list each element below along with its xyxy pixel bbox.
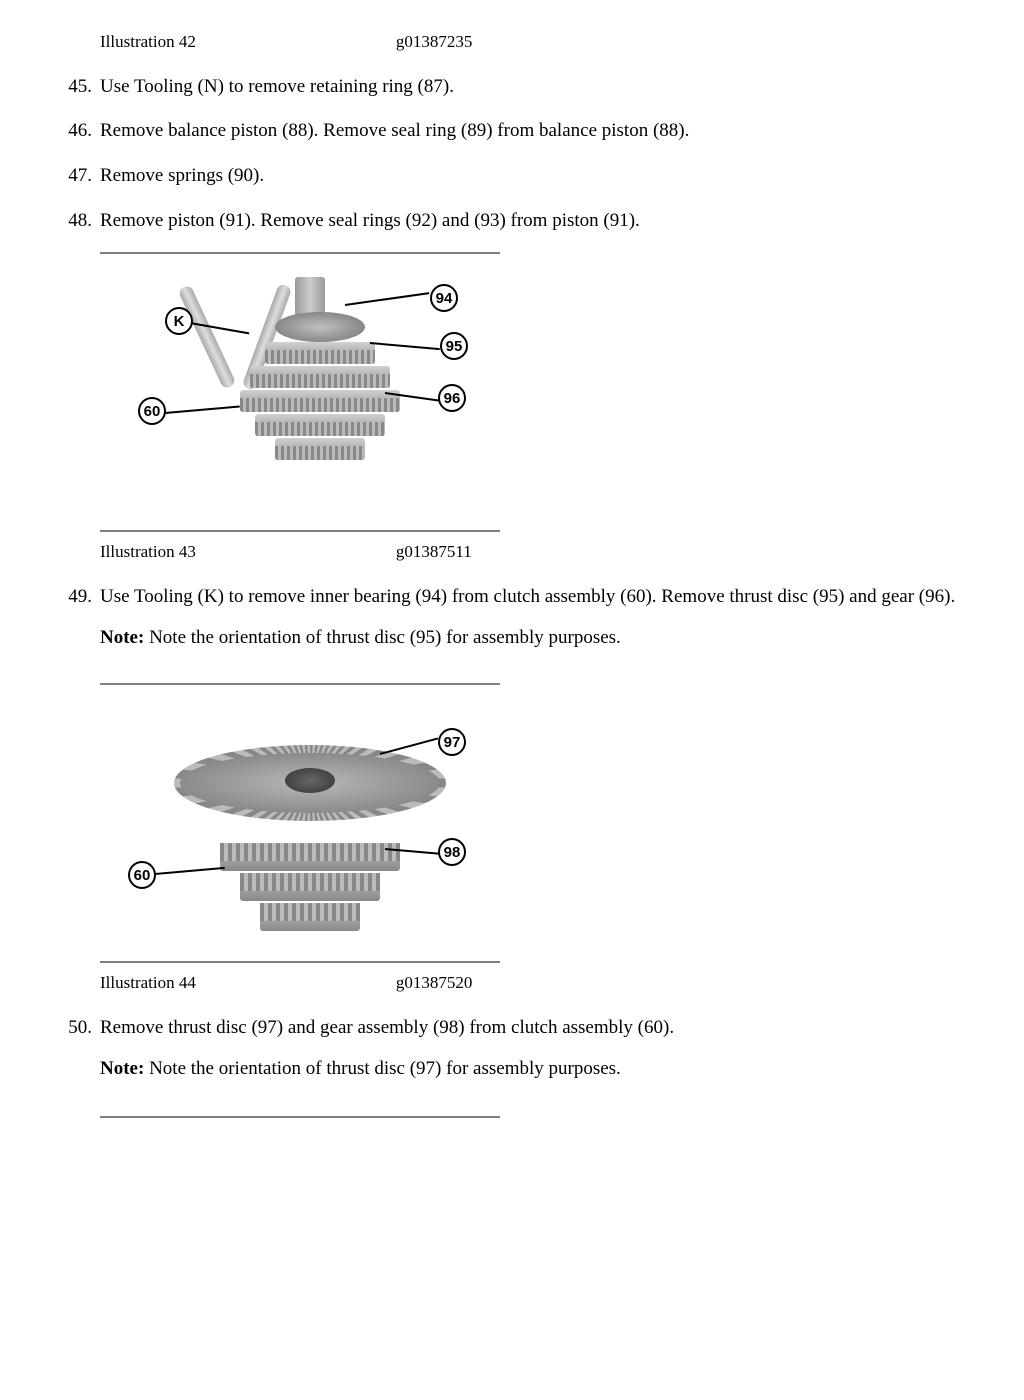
caption-label: Illustration 44 (100, 971, 196, 995)
step-number: 50. (60, 1015, 100, 1096)
callout-94: 94 (430, 284, 458, 312)
step-number: 45. (60, 74, 100, 101)
callout-95: 95 (440, 332, 468, 360)
callout-60: 60 (138, 397, 166, 425)
step-46: 46. Remove balance piston (88). Remove s… (60, 118, 964, 145)
note-text: Note the orientation of thrust disc (97)… (144, 1058, 620, 1079)
note-49: Note: Note the orientation of thrust dis… (100, 625, 964, 652)
diagram-44: 60 97 98 (110, 693, 490, 953)
diagram-43: K 60 94 95 96 (110, 262, 490, 522)
caption-code: g01387235 (396, 30, 473, 54)
caption-label: Illustration 42 (100, 30, 196, 54)
note-label: Note: (100, 1058, 144, 1079)
step-text: Remove thrust disc (97) and gear assembl… (100, 1017, 674, 1038)
callout-96: 96 (438, 384, 466, 412)
step-text: Remove springs (90). (100, 163, 964, 190)
figure-43: K 60 94 95 96 (100, 252, 964, 532)
note-text: Note the orientation of thrust disc (95)… (144, 627, 620, 648)
illustration-44-caption: Illustration 44 g01387520 (100, 971, 964, 995)
illustration-43-caption: Illustration 43 g01387511 (100, 540, 964, 564)
step-text: Remove balance piston (88). Remove seal … (100, 118, 964, 145)
step-number: 49. (60, 584, 100, 665)
figure-box: K 60 94 95 96 (100, 252, 500, 532)
step-number: 46. (60, 118, 100, 145)
bottom-rule (100, 1116, 500, 1118)
callout-line (345, 292, 429, 306)
caption-code: g01387511 (396, 540, 472, 564)
step-45: 45. Use Tooling (N) to remove retaining … (60, 74, 964, 101)
callout-60: 60 (128, 861, 156, 889)
step-48: 48. Remove piston (91). Remove seal ring… (60, 208, 964, 235)
step-49: 49. Use Tooling (K) to remove inner bear… (60, 584, 964, 665)
step-text: Use Tooling (N) to remove retaining ring… (100, 74, 964, 101)
note-50: Note: Note the orientation of thrust dis… (100, 1056, 964, 1083)
lower-gear (220, 843, 400, 931)
step-text: Use Tooling (K) to remove inner bearing … (100, 586, 955, 607)
step-47: 47. Remove springs (90). (60, 163, 964, 190)
callout-97: 97 (438, 728, 466, 756)
step-number: 48. (60, 208, 100, 235)
callout-k: K (165, 307, 193, 335)
note-label: Note: (100, 627, 144, 648)
step-text: Remove piston (91). Remove seal rings (9… (100, 208, 964, 235)
callout-line (165, 406, 240, 415)
illustration-42-caption: Illustration 42 g01387235 (100, 30, 964, 54)
figure-box: 60 97 98 (100, 683, 500, 963)
figure-44: 60 97 98 (100, 683, 964, 963)
callout-98: 98 (438, 838, 466, 866)
caption-label: Illustration 43 (100, 540, 196, 564)
gear-stack (240, 312, 400, 460)
caption-code: g01387520 (396, 971, 473, 995)
step-50: 50. Remove thrust disc (97) and gear ass… (60, 1015, 964, 1096)
step-number: 47. (60, 163, 100, 190)
